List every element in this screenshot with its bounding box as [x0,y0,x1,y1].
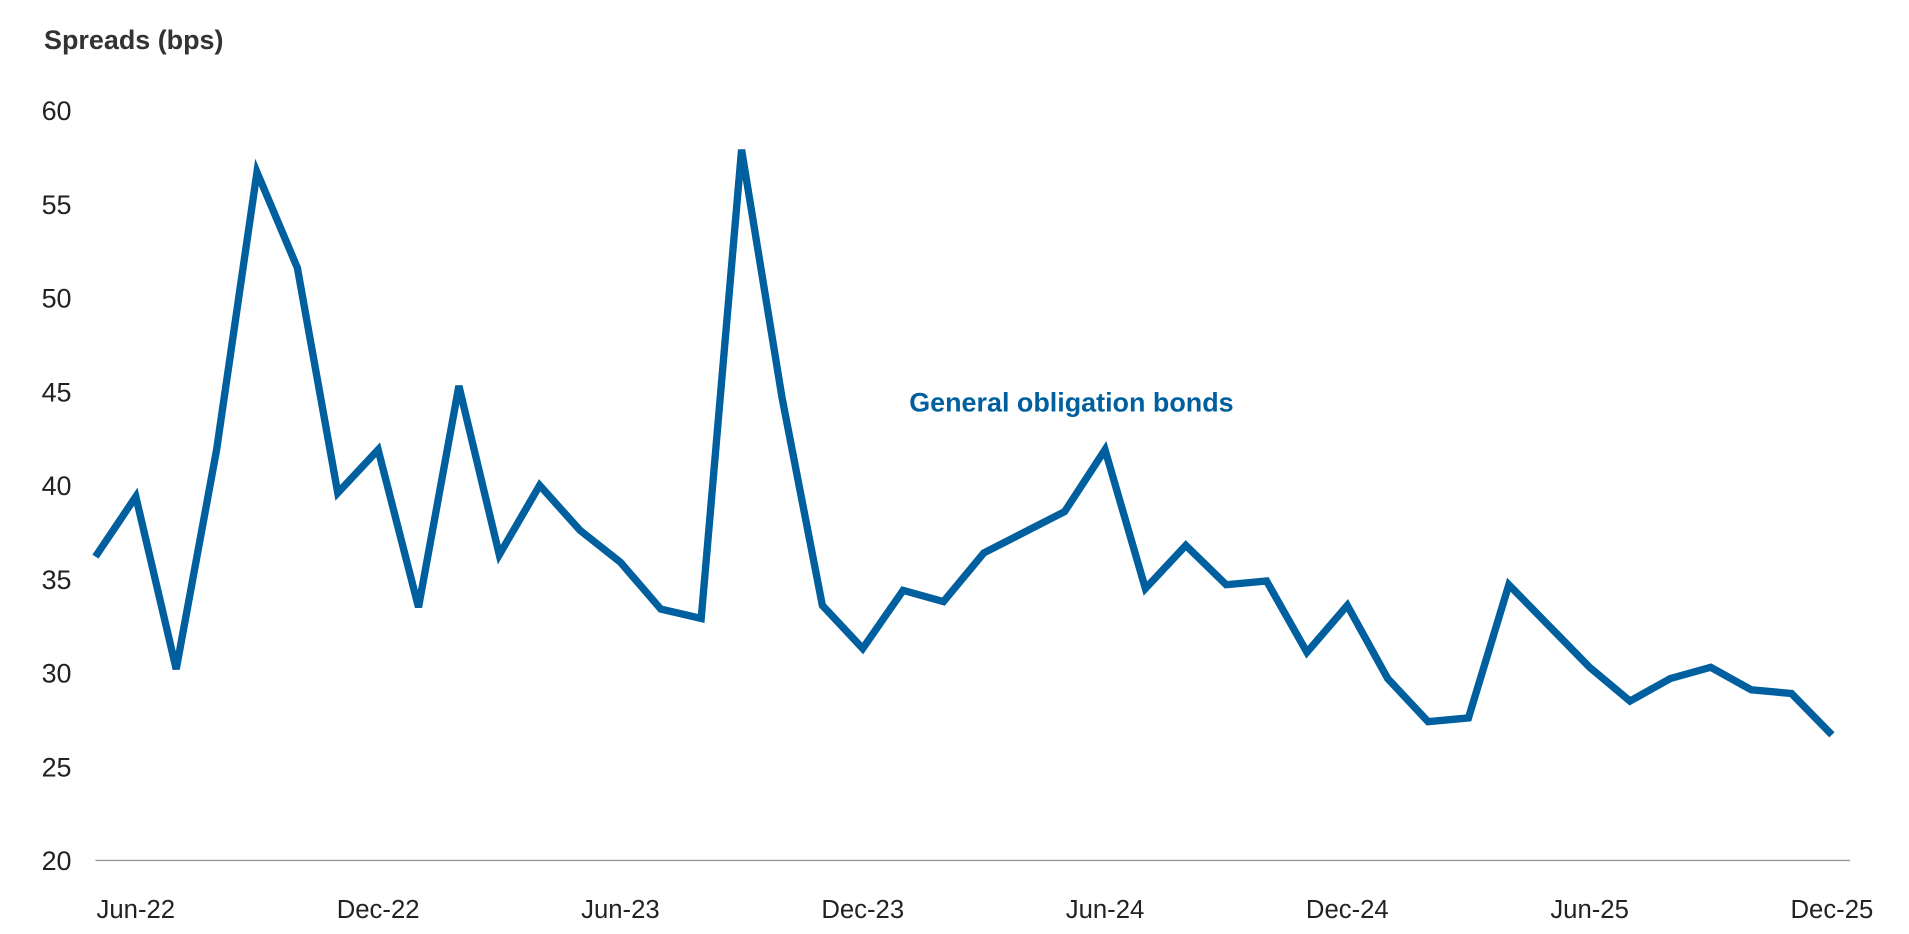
x-tick-label: Dec-23 [821,896,904,924]
y-tick-label: 25 [42,752,72,782]
y-tick-label: 40 [42,471,72,501]
y-tick-label: 20 [42,846,72,876]
x-tick-label: Dec-25 [1790,896,1873,924]
y-tick-label: 50 [42,284,72,314]
y-tick-label: 55 [42,190,72,220]
y-axis-title: Spreads (bps) [44,25,223,55]
y-tick-label: 30 [42,659,72,689]
y-tick-label: 60 [42,96,72,126]
series-label: General obligation bonds [909,387,1233,417]
y-tick-label: 35 [42,565,72,595]
series-line-general-obligation-bonds [92,149,1835,738]
x-tick-label: Dec-24 [1306,896,1389,924]
x-tick-label: Jun-25 [1550,896,1629,924]
x-tick-label: Jun-22 [97,896,176,924]
x-tick-label: Jun-23 [581,896,660,924]
x-tick-label: Jun-24 [1066,896,1145,924]
x-tick-label: Dec-22 [337,896,420,924]
y-tick-label: 45 [42,377,72,407]
